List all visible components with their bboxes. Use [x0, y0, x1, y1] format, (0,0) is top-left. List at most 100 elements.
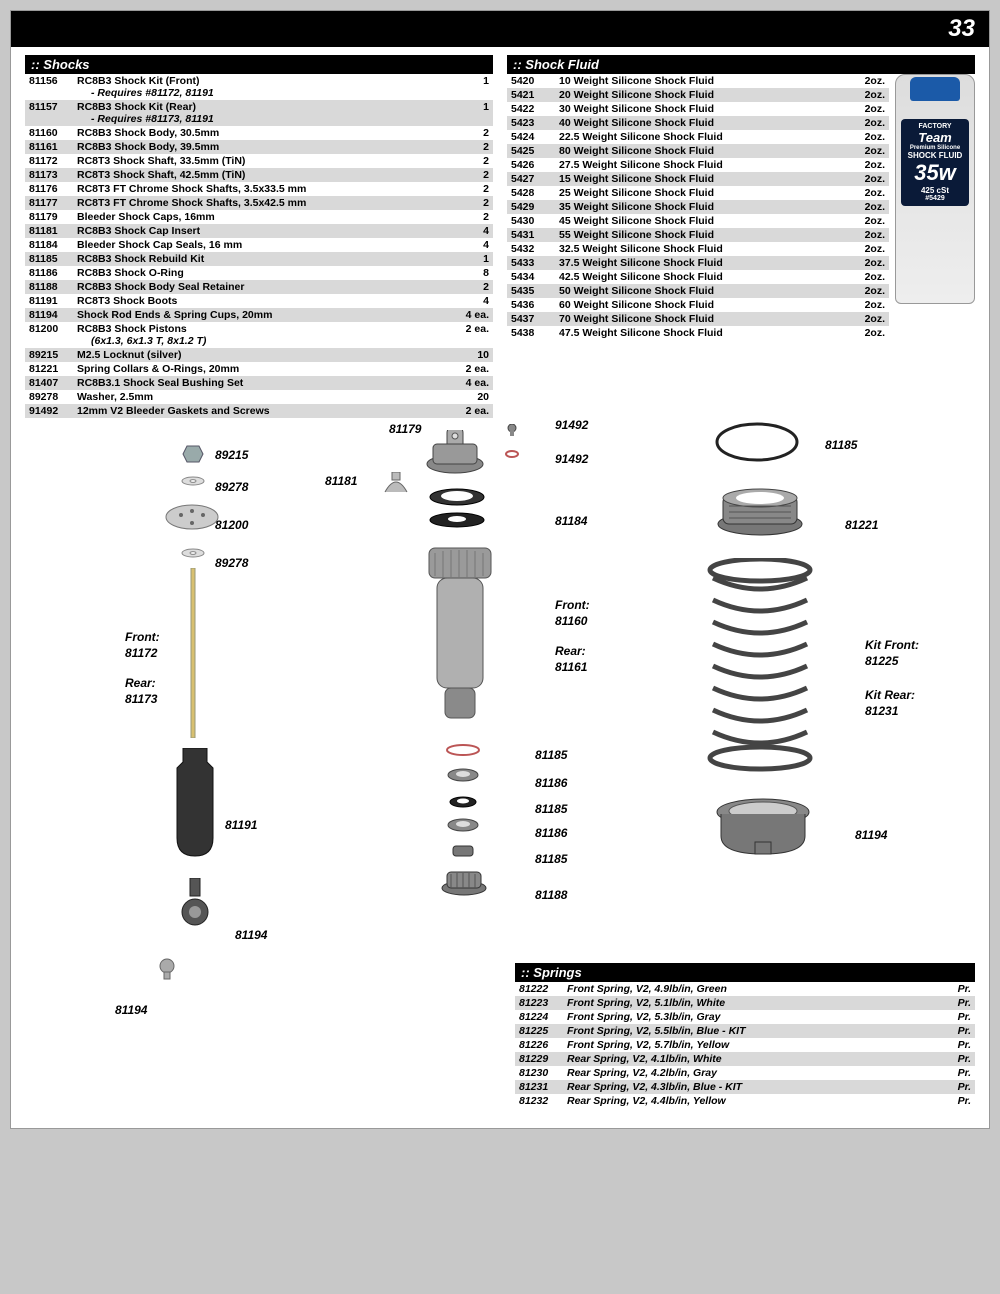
part-qty: 2 [445, 154, 493, 168]
col-shocks: Shocks 81156RC8B3 Shock Kit (Front)- Req… [25, 55, 493, 418]
bottle-weight: 35w [903, 160, 967, 186]
part-number: 5431 [507, 228, 555, 242]
part-desc: Bleeder Shock Caps, 16mm [73, 210, 445, 224]
table-row: 542340 Weight Silicone Shock Fluid2oz. [507, 116, 889, 130]
cap-insert-icon [381, 472, 411, 496]
part-qty: 1 [445, 100, 493, 126]
part-desc: Front Spring, V2, 5.1lb/in, White [563, 996, 927, 1010]
ball-icon [155, 958, 179, 980]
part-qty: 4 ea. [445, 376, 493, 390]
diagram-label: Kit Front: [865, 638, 919, 652]
col-fluid: Shock Fluid 542010 Weight Silicone Shock… [507, 55, 975, 418]
diagram-label: Rear: [125, 676, 156, 690]
table-row: 542580 Weight Silicone Shock Fluid2oz. [507, 144, 889, 158]
part-number: 81172 [25, 154, 73, 168]
washer-icon [181, 548, 205, 558]
fluid-table: 542010 Weight Silicone Shock Fluid2oz.54… [507, 74, 889, 340]
diagram-label: Front: [125, 630, 160, 644]
part-qty: Pr. [927, 982, 975, 996]
spring-cup-icon [715, 798, 811, 858]
part-qty: 2oz. [841, 172, 889, 186]
diagram-label: 81173 [125, 692, 157, 706]
part-qty: 2 [445, 140, 493, 154]
part-desc: M2.5 Locknut (silver) [73, 348, 445, 362]
part-desc: RC8B3 Shock Kit (Front)- Requires #81172… [73, 74, 445, 100]
page: 33 Shocks 81156RC8B3 Shock Kit (Front)- … [10, 10, 990, 1129]
part-desc: 50 Weight Silicone Shock Fluid [555, 284, 841, 298]
table-row: 81230Rear Spring, V2, 4.2lb/in, GrayPr. [515, 1066, 975, 1080]
table-row: 89278Washer, 2.5mm20 [25, 390, 493, 404]
part-qty: 20 [445, 390, 493, 404]
oring-icon [449, 796, 477, 808]
table-row: 81226Front Spring, V2, 5.7lb/in, YellowP… [515, 1038, 975, 1052]
diagram-label: 81179 [389, 422, 421, 436]
shock-cap-icon [425, 430, 485, 474]
table-row: 81156RC8B3 Shock Kit (Front)- Requires #… [25, 74, 493, 100]
shocks-header: Shocks [25, 55, 493, 74]
part-qty: 2oz. [841, 270, 889, 284]
part-desc: 27.5 Weight Silicone Shock Fluid [555, 158, 841, 172]
diagram-label: 81186 [535, 826, 567, 840]
fluid-bottle: FACTORY Team Premium Silicone SHOCK FLUI… [895, 74, 975, 304]
part-qty: Pr. [927, 1010, 975, 1024]
part-number: 5420 [507, 74, 555, 88]
table-row: 543770 Weight Silicone Shock Fluid2oz. [507, 312, 889, 326]
part-desc: RC8B3 Shock Rebuild Kit [73, 252, 445, 266]
table-row: 81194Shock Rod Ends & Spring Cups, 20mm4… [25, 308, 493, 322]
part-desc: Bleeder Shock Cap Seals, 16 mm [73, 238, 445, 252]
bottle-cap-icon [910, 77, 960, 101]
part-desc: RC8T3 Shock Shaft, 33.5mm (TiN) [73, 154, 445, 168]
table-row: 81225Front Spring, V2, 5.5lb/in, Blue - … [515, 1024, 975, 1038]
screw-icon [505, 424, 519, 436]
part-desc: 40 Weight Silicone Shock Fluid [555, 116, 841, 130]
page-number: 33 [11, 11, 989, 47]
table-row: 543337.5 Weight Silicone Shock Fluid2oz. [507, 256, 889, 270]
part-desc: 80 Weight Silicone Shock Fluid [555, 144, 841, 158]
table-row: 542120 Weight Silicone Shock Fluid2oz. [507, 88, 889, 102]
part-qty: 2oz. [841, 144, 889, 158]
springs-table: 81222Front Spring, V2, 4.9lb/in, GreenPr… [515, 982, 975, 1108]
oring-icon [445, 744, 481, 756]
diagram-label: 91492 [555, 452, 588, 466]
diagram-label: 89215 [215, 448, 248, 462]
part-desc: Shock Rod Ends & Spring Cups, 20mm [73, 308, 445, 322]
part-desc: Spring Collars & O-Rings, 20mm [73, 362, 445, 376]
part-number: 5435 [507, 284, 555, 298]
table-row: 543232.5 Weight Silicone Shock Fluid2oz. [507, 242, 889, 256]
diagram-label: 89278 [215, 556, 248, 570]
part-qty: 1 [445, 74, 493, 100]
bottle-factory: FACTORY [903, 123, 967, 130]
bottle-cst: 425 cSt [903, 186, 967, 195]
table-row: 543847.5 Weight Silicone Shock Fluid2oz. [507, 326, 889, 340]
part-desc: Rear Spring, V2, 4.3lb/in, Blue - KIT [563, 1080, 927, 1094]
part-desc: RC8B3 Shock Pistons(6x1.3, 6x1.3 T, 8x1.… [73, 322, 445, 348]
boot-icon [175, 748, 215, 858]
shaft-icon [190, 568, 196, 738]
part-desc: 20 Weight Silicone Shock Fluid [555, 88, 841, 102]
part-qty: 2 [445, 210, 493, 224]
table-row: 81181RC8B3 Shock Cap Insert4 [25, 224, 493, 238]
part-number: 81156 [25, 74, 73, 100]
part-number: 81161 [25, 140, 73, 154]
part-qty: 2 [445, 168, 493, 182]
part-qty: 2oz. [841, 88, 889, 102]
part-desc: 47.5 Weight Silicone Shock Fluid [555, 326, 841, 340]
part-number: 81229 [515, 1052, 563, 1066]
table-row: 81186RC8B3 Shock O-Ring8 [25, 266, 493, 280]
collar-icon [715, 488, 805, 536]
part-desc: 22.5 Weight Silicone Shock Fluid [555, 130, 841, 144]
part-desc: 55 Weight Silicone Shock Fluid [555, 228, 841, 242]
diagram-label: 81184 [555, 514, 587, 528]
part-qty: 2oz. [841, 200, 889, 214]
part-qty: 2 ea. [445, 362, 493, 376]
retainer-icon [441, 868, 487, 896]
part-qty: Pr. [927, 1094, 975, 1108]
part-qty: 2oz. [841, 326, 889, 340]
table-row: 542230 Weight Silicone Shock Fluid2oz. [507, 102, 889, 116]
diagram-label: 89278 [215, 480, 248, 494]
part-number: 81188 [25, 280, 73, 294]
part-qty: Pr. [927, 1052, 975, 1066]
part-qty: 2oz. [841, 130, 889, 144]
oring-large-icon [715, 422, 799, 462]
part-qty: 8 [445, 266, 493, 280]
